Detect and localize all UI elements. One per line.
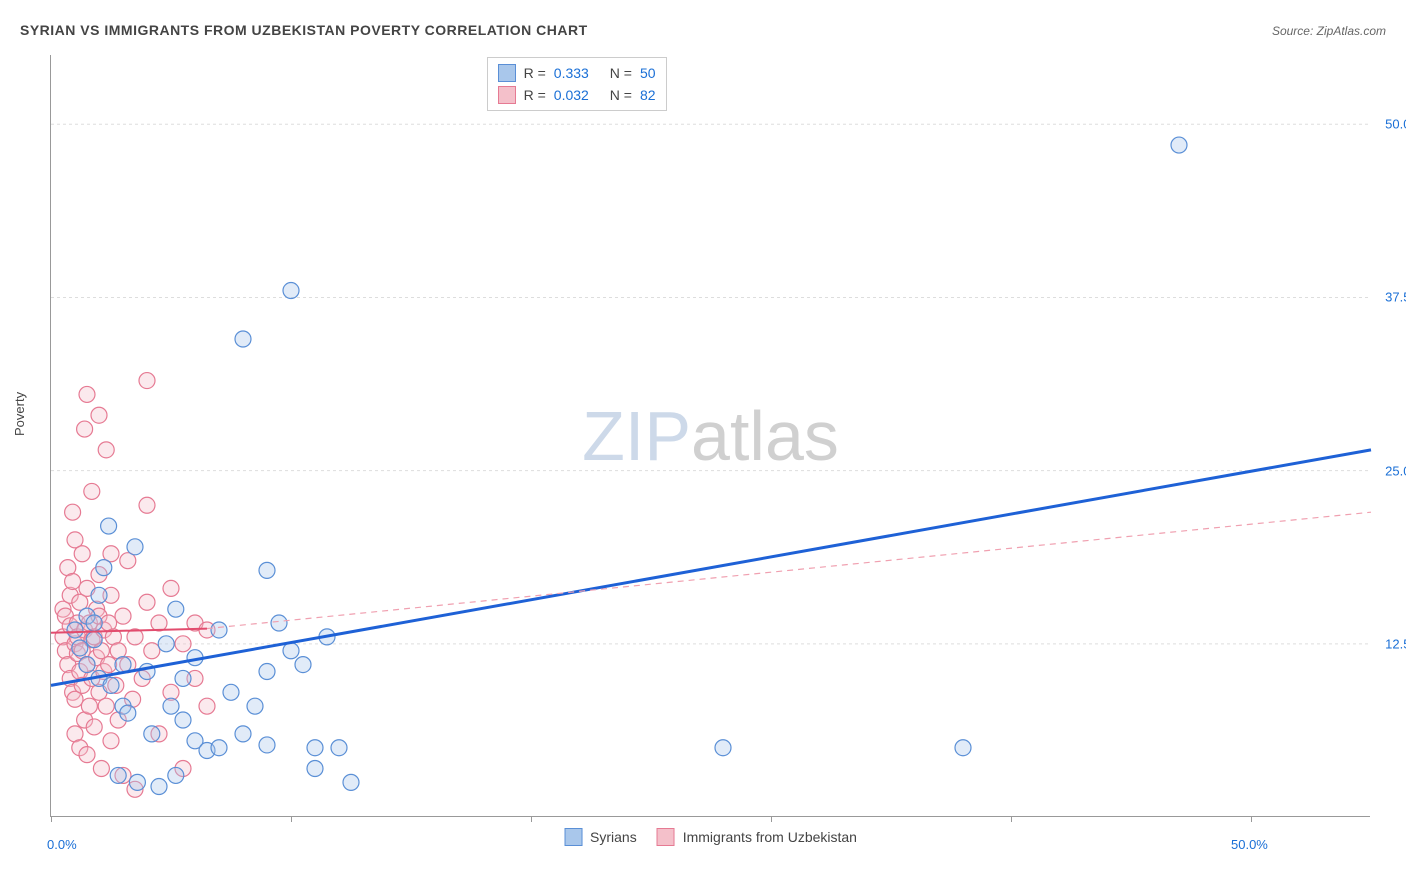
trend-lines-layer [51,55,1370,816]
legend-r-label: R = [524,87,546,103]
chart-title: SYRIAN VS IMMIGRANTS FROM UZBEKISTAN POV… [20,22,588,38]
x-tick [771,816,772,822]
legend-stats-row: R = 0.032 N = 82 [498,84,656,106]
legend-label: Immigrants from Uzbekistan [683,829,857,845]
legend-n-value: 50 [640,65,656,81]
x-tick [51,816,52,822]
trend-line-uzbek [51,629,207,633]
legend-r-value: 0.032 [554,87,602,103]
x-tick [531,816,532,822]
legend-swatch [564,828,582,846]
legend-n-label: N = [610,65,632,81]
trend-line-syrians [51,450,1371,686]
legend-r-label: R = [524,65,546,81]
trend-line-dashed-uzbek [207,512,1371,628]
legend-stats: R = 0.333 N = 50 R = 0.032 N = 82 [487,57,667,111]
x-tick [1011,816,1012,822]
y-tick-label: 50.0% [1385,117,1406,132]
y-tick-label: 25.0% [1385,463,1406,478]
source-attribution: Source: ZipAtlas.com [1272,24,1386,38]
legend-item: Syrians [564,828,637,846]
y-tick-label: 37.5% [1385,290,1406,305]
x-tick-label: 0.0% [47,837,77,852]
legend-stats-row: R = 0.333 N = 50 [498,62,656,84]
legend-item: Immigrants from Uzbekistan [657,828,857,846]
x-tick [291,816,292,822]
plot-area: ZIPatlas R =0.333N =50R =0.032N =82 Syri… [50,55,1370,817]
legend-swatch [498,64,516,82]
legend-r-value: 0.333 [554,65,602,81]
x-tick [1251,816,1252,822]
y-tick-label: 12.5% [1385,636,1406,651]
legend-bottom: Syrians Immigrants from Uzbekistan [564,828,857,846]
legend-label: Syrians [590,829,637,845]
legend-swatch [657,828,675,846]
legend-n-label: N = [610,87,632,103]
legend-swatch [498,86,516,104]
x-tick-label: 50.0% [1231,837,1268,852]
legend-n-value: 82 [640,87,656,103]
y-axis-label: Poverty [12,392,27,436]
